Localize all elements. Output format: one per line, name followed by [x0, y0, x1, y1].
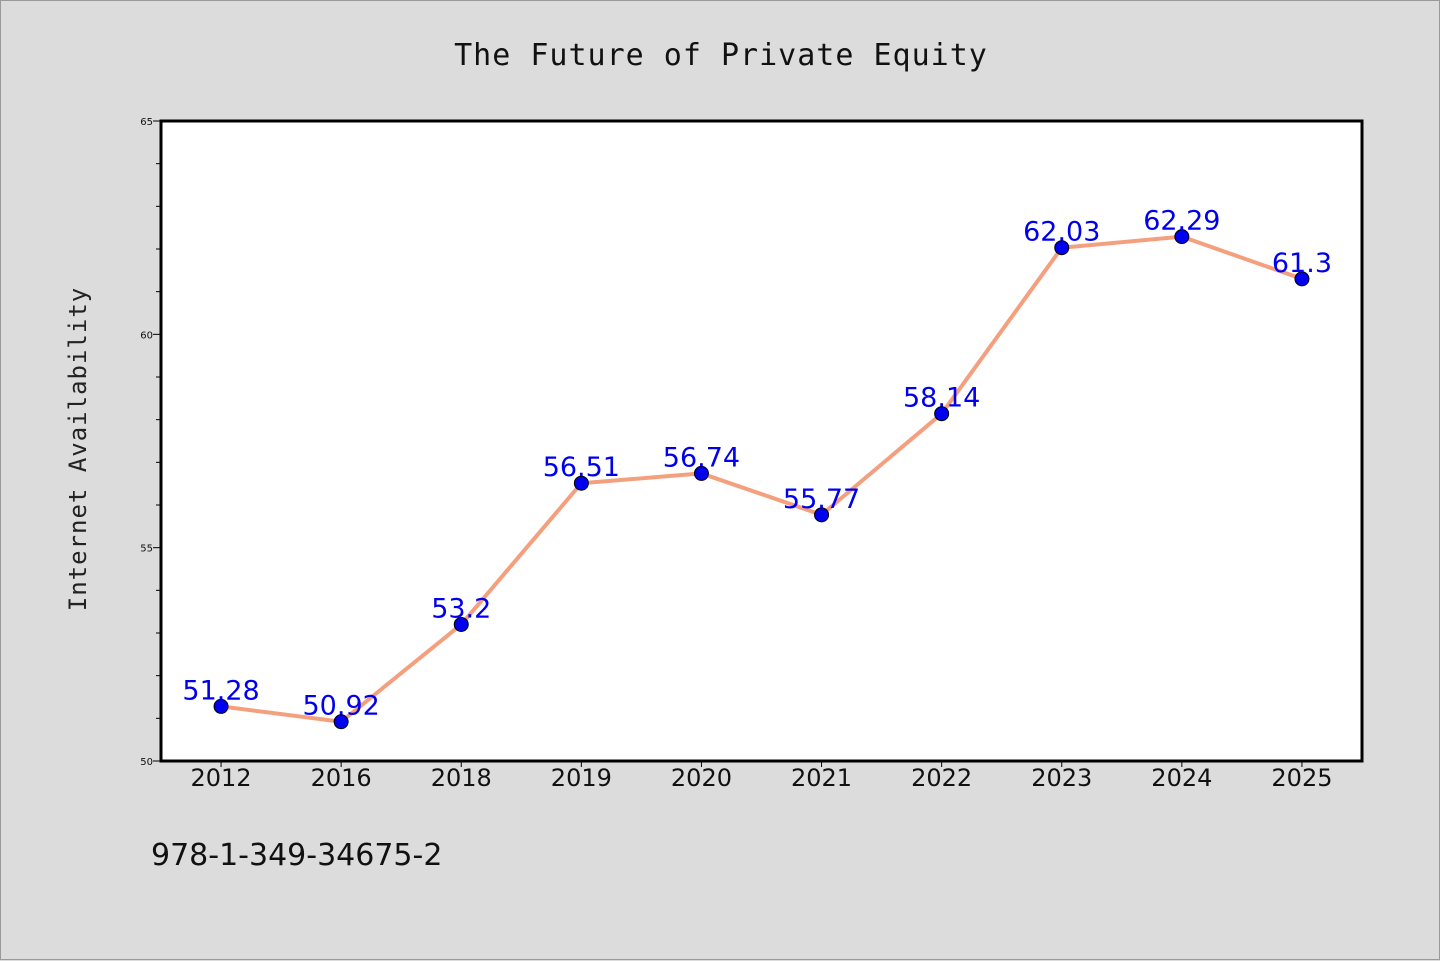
y-tick-label: 55: [140, 544, 153, 555]
plot-area: [159, 119, 1364, 763]
x-tick-label: 2018: [431, 764, 492, 792]
series-line-group: [220, 234, 1303, 724]
data-label: 56.51: [543, 452, 620, 483]
x-tick-label: 2021: [791, 764, 852, 792]
x-tick-label: 2016: [311, 764, 372, 792]
x-tick-label: 2012: [191, 764, 252, 792]
y-axis-label: Internet Availability: [64, 287, 92, 611]
data-point: [213, 698, 229, 714]
data-label: 62.03: [1023, 217, 1100, 248]
data-label: 56.74: [663, 442, 740, 473]
data-point: [814, 507, 830, 523]
data-label: 55.77: [783, 484, 860, 515]
data-label: 50.92: [303, 691, 380, 722]
data-point: [453, 616, 469, 632]
x-tick-label: 2023: [1031, 764, 1092, 792]
data-label: 61.3: [1272, 248, 1332, 279]
data-points: [213, 229, 1310, 730]
data-point: [693, 465, 709, 481]
x-tick-label: 2020: [671, 764, 732, 792]
data-point: [573, 475, 589, 491]
data-label: 58.14: [903, 383, 980, 414]
data-label: 51.28: [182, 675, 259, 706]
isbn-label: 978-1-349-34675-2: [151, 838, 442, 873]
x-tick-label: 2019: [551, 764, 612, 792]
chart-title: The Future of Private Equity: [454, 38, 988, 73]
x-axis-ticks: 2012 2016 2018 2019 2020 2021 2022 2023 2024 2025: [191, 761, 1332, 792]
y-tick-label: 65: [140, 117, 153, 128]
y-axis-ticks: 50 55 60 65: [140, 117, 161, 768]
data-point: [1294, 271, 1310, 287]
data-point: [934, 406, 950, 422]
data-point: [1174, 229, 1190, 245]
x-tick-label: 2022: [911, 764, 972, 792]
x-tick-label: 2025: [1271, 764, 1332, 792]
y-tick-label: 60: [140, 330, 153, 341]
data-point: [333, 714, 349, 730]
data-point: [1054, 240, 1070, 256]
data-label: 62.29: [1143, 206, 1220, 237]
x-tick-label: 2024: [1151, 764, 1212, 792]
y-tick-label: 50: [140, 757, 153, 768]
data-label: 53.2: [431, 593, 491, 624]
data-labels: 51.28 50.92 53.2 56.51 56.74 55.77 58.14 62.03 6…: [182, 206, 1332, 722]
series-line: [220, 234, 1303, 724]
